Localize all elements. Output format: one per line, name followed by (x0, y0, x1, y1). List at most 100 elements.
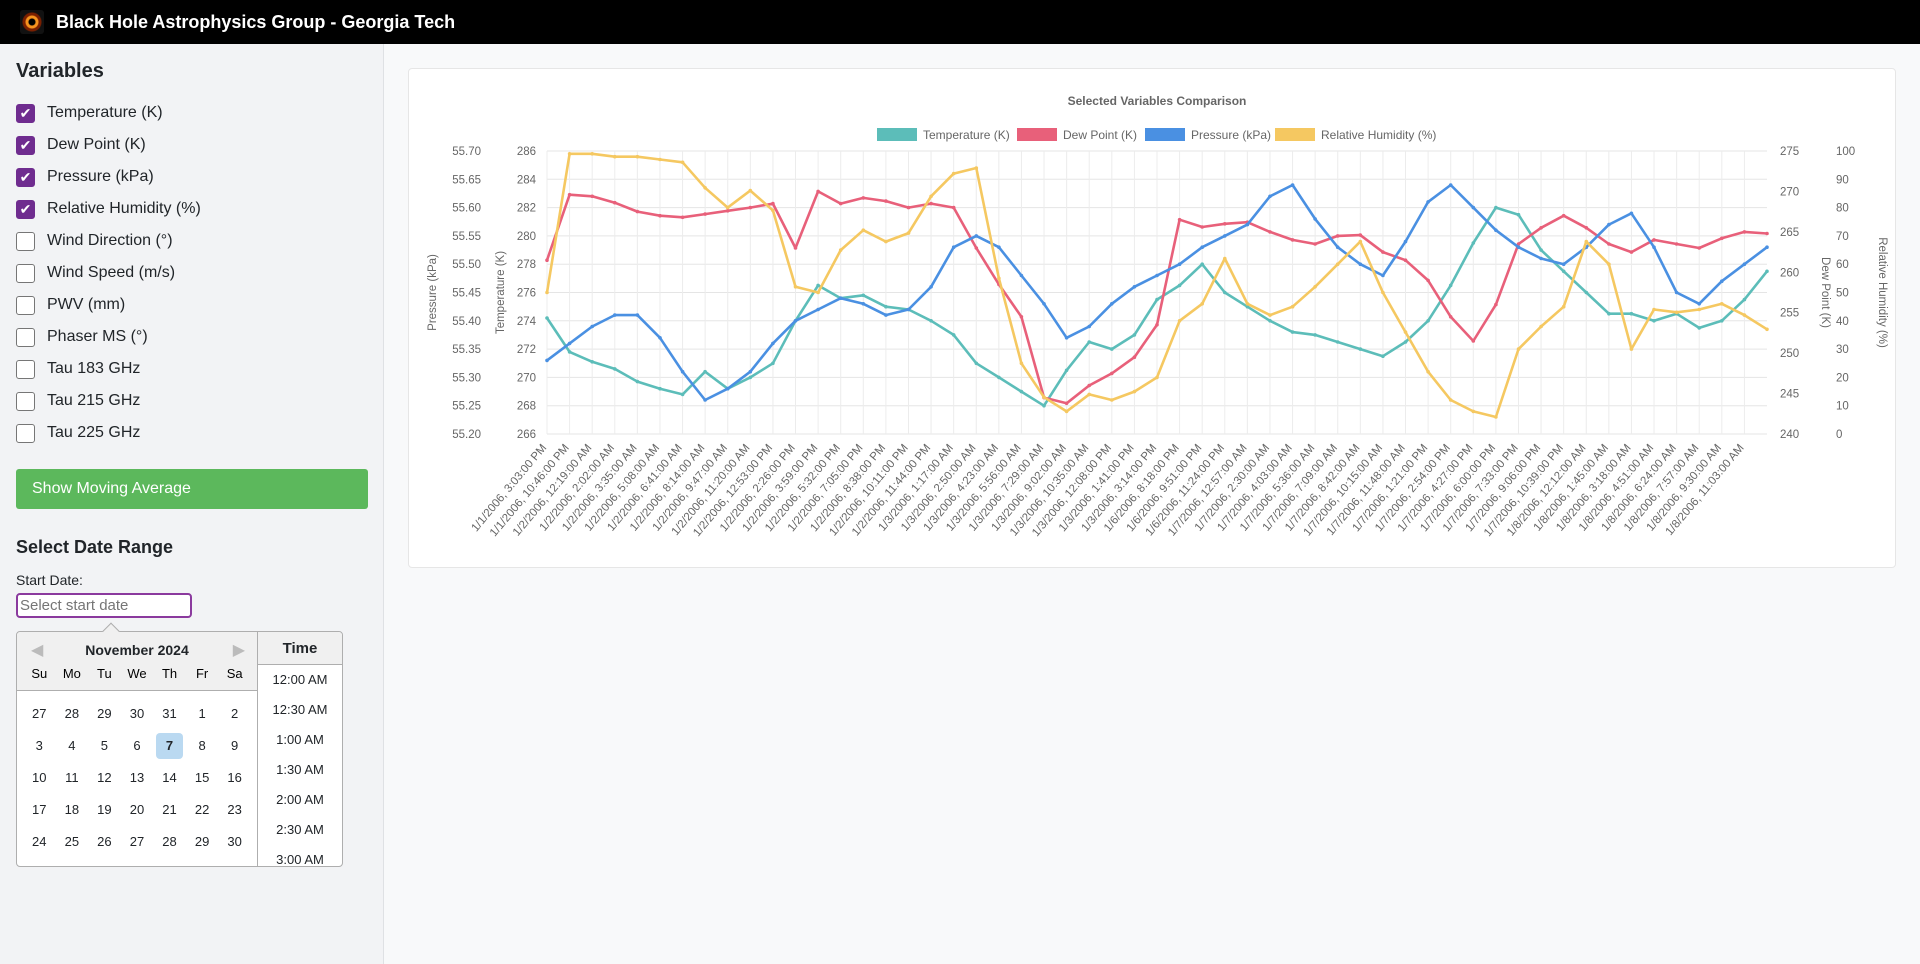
checkbox-unchecked-icon[interactable] (16, 231, 35, 251)
calendar-day[interactable]: 19 (97, 802, 112, 817)
axis-tick-label: 265 (1780, 227, 1799, 239)
data-point (1561, 262, 1566, 266)
calendar-day[interactable]: 27 (129, 834, 145, 849)
time-option[interactable]: 1:30 AM (276, 762, 324, 777)
axis-tick-label: 55.70 (452, 146, 481, 158)
calendar-day[interactable]: 4 (68, 738, 76, 753)
data-point (1426, 278, 1430, 283)
calendar-day[interactable]: 26 (97, 834, 112, 849)
data-point (861, 196, 866, 200)
variable-option[interactable]: ✔ Relative Humidity (%) (16, 193, 367, 225)
data-point (567, 152, 572, 156)
calendar-week: 24 25 26 27 28 29 30 (17, 829, 257, 855)
time-option[interactable]: 12:30 AM (272, 702, 328, 717)
calendar-day[interactable]: 22 (194, 802, 210, 817)
next-month-chevron-icon[interactable]: ▶ (232, 642, 245, 659)
data-point (1290, 238, 1295, 242)
calendar-day[interactable]: 25 (64, 834, 80, 849)
time-option[interactable]: 12:00 AM (272, 672, 328, 687)
variable-option[interactable]: Tau 183 GHz (16, 353, 367, 385)
axis-tick-label: 55.60 (452, 203, 481, 215)
variable-option[interactable]: Tau 225 GHz (16, 417, 367, 449)
time-options[interactable]: 12:00 AM 12:30 AM 1:00 AM 1:30 AM 2:00 AM 2:3… (258, 665, 342, 875)
calendar-day[interactable]: 29 (194, 834, 210, 849)
variable-option[interactable]: Phaser MS (°) (16, 321, 367, 353)
calendar-day[interactable]: 31 (162, 706, 177, 721)
checkbox-checked-icon[interactable]: ✔ (16, 199, 35, 219)
data-point (1335, 340, 1340, 344)
current-month: November 2024 (85, 642, 189, 658)
black-hole-logo-icon (20, 10, 44, 34)
variable-label: Tau 215 GHz (47, 392, 141, 409)
calendar-day[interactable]: 29 (97, 706, 112, 721)
variable-option[interactable]: ✔ Pressure (kPa) (16, 161, 367, 193)
calendar-day[interactable]: 20 (129, 802, 145, 817)
calendar-day[interactable]: 13 (129, 770, 145, 785)
calendar-day[interactable]: 27 (32, 706, 47, 721)
calendar-day[interactable]: 2 (231, 706, 239, 721)
checkbox-unchecked-icon[interactable] (16, 359, 35, 379)
calendar-day[interactable]: 3 (35, 738, 43, 753)
calendar-day[interactable]: 21 (162, 802, 177, 817)
calendar-day[interactable]: 8 (198, 738, 206, 753)
checkbox-checked-icon[interactable]: ✔ (16, 135, 35, 155)
time-option[interactable]: 1:00 AM (276, 732, 324, 747)
checkbox-unchecked-icon[interactable] (16, 327, 35, 347)
calendar-day[interactable]: 28 (162, 834, 177, 849)
calendar-day[interactable]: 9 (231, 738, 239, 753)
variable-option[interactable]: PWV (mm) (16, 289, 367, 321)
checkbox-unchecked-icon[interactable] (16, 423, 35, 443)
time-option[interactable]: 2:30 AM (276, 822, 324, 837)
checkbox-unchecked-icon[interactable] (16, 263, 35, 283)
time-option[interactable]: 2:00 AM (276, 792, 324, 807)
data-point (951, 245, 956, 249)
data-point (951, 205, 956, 210)
calendar-day[interactable]: 7 (156, 733, 184, 759)
calendar-day[interactable]: 1 (198, 706, 206, 721)
calendar-day[interactable]: 12 (97, 770, 112, 785)
start-date-input[interactable] (16, 593, 192, 618)
variable-label: Dew Point (K) (47, 136, 146, 153)
calendar-day[interactable]: 23 (227, 802, 242, 817)
calendar-day[interactable]: 14 (162, 770, 177, 785)
checkbox-checked-icon[interactable]: ✔ (16, 167, 35, 187)
data-point (1132, 333, 1137, 337)
calendar-day[interactable]: 5 (100, 738, 109, 753)
variable-label: Wind Speed (m/s) (47, 264, 176, 281)
previous-month-chevron-icon[interactable]: ◀ (31, 642, 44, 659)
checkbox-unchecked-icon[interactable] (16, 295, 35, 315)
data-point (658, 157, 662, 162)
variable-option[interactable]: ✔ Dew Point (K) (16, 129, 367, 161)
calendar-day[interactable]: 15 (194, 770, 210, 785)
calendar-day[interactable]: 10 (32, 770, 47, 785)
data-point (658, 386, 662, 391)
calendar-day[interactable]: 28 (64, 706, 80, 721)
variable-option[interactable]: Wind Direction (°) (16, 225, 367, 257)
time-option[interactable]: 3:00 AM (276, 852, 324, 867)
calendar-day[interactable]: 11 (65, 770, 79, 785)
calendar-day[interactable]: 24 (32, 834, 47, 849)
data-point (1200, 225, 1204, 229)
variable-option[interactable]: Wind Speed (m/s) (16, 257, 367, 289)
legend-swatch (877, 128, 917, 141)
calendar-day[interactable]: 30 (227, 834, 242, 849)
calendar-day[interactable]: 30 (129, 706, 145, 721)
data-point (1539, 226, 1543, 230)
variable-option[interactable]: ✔ Temperature (K) (16, 97, 367, 129)
data-point (1358, 233, 1363, 237)
data-point (748, 205, 753, 210)
data-point (1087, 340, 1091, 344)
checkbox-checked-icon[interactable]: ✔ (16, 103, 35, 123)
variable-option[interactable]: Tau 215 GHz (16, 385, 367, 417)
calendar-day[interactable]: 6 (133, 738, 141, 753)
calendar-day[interactable]: 16 (227, 770, 242, 785)
data-point (838, 201, 843, 206)
data-point (1245, 304, 1250, 309)
data-point (1607, 262, 1611, 266)
data-point (725, 209, 730, 213)
calendar-day[interactable]: 17 (32, 802, 47, 817)
calendar-day[interactable]: 18 (64, 802, 80, 817)
show-moving-average-button[interactable]: Show Moving Average (16, 469, 368, 509)
checkbox-unchecked-icon[interactable] (16, 391, 35, 411)
data-point (1494, 302, 1498, 307)
